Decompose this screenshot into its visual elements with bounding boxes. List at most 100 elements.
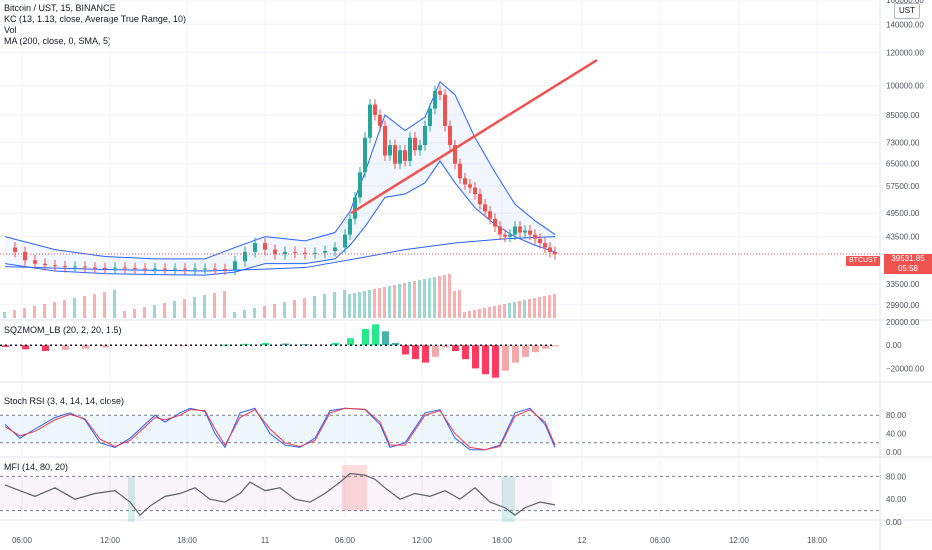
- candle: [443, 94, 447, 126]
- volume-bar: [133, 309, 136, 318]
- candle: [173, 268, 177, 270]
- volume-bar: [543, 296, 546, 318]
- volume-bar: [283, 302, 286, 318]
- volume-bar: [123, 311, 126, 318]
- time-tick-label: 12:00: [412, 536, 433, 545]
- time-tick-label: 06:00: [12, 536, 33, 545]
- sqzmom-bar: [452, 345, 459, 351]
- volume-bar: [3, 312, 6, 318]
- sqzmom-bar: [502, 345, 509, 371]
- sqzmom-bar: [2, 345, 9, 347]
- sqzmom-tick-label: 20000.00: [886, 318, 920, 327]
- sqzmom-bar: [22, 345, 29, 350]
- sqzmom-bar: [282, 343, 289, 346]
- price-tick-label: 100000.00: [886, 81, 924, 90]
- candle: [203, 268, 207, 270]
- volume-bar: [213, 293, 216, 318]
- sqzmom-bar: [347, 338, 354, 346]
- stoch-tick-label: 0.00: [886, 448, 902, 457]
- stoch-title: Stoch RSI (3, 4, 14, 14, close): [4, 396, 125, 406]
- candle: [478, 194, 482, 205]
- current-price-box: 39531.85 05:58: [884, 254, 932, 274]
- mfi-tick-label: 40.00: [886, 495, 907, 504]
- volume-bar: [548, 295, 551, 318]
- currency-button[interactable]: UST: [894, 3, 920, 19]
- price-tick-label: 160000.00: [886, 0, 924, 5]
- volume-bar: [143, 307, 146, 318]
- candle: [293, 251, 297, 253]
- mfi-line: [4, 472, 556, 517]
- sqzmom-bar: [492, 345, 499, 378]
- sqzmom-bar: [512, 345, 519, 363]
- candle: [508, 234, 512, 237]
- volume-bar: [33, 306, 36, 318]
- volume-bar: [323, 294, 326, 318]
- sqzmom-bar: [462, 345, 469, 360]
- candle: [528, 230, 532, 235]
- price-tick-label: 33500.00: [886, 280, 920, 289]
- vol-legend: Vol: [4, 25, 17, 35]
- volume-bar: [383, 287, 386, 318]
- candle: [423, 125, 427, 146]
- sqzmom-bar: [262, 342, 269, 346]
- volume-bar: [103, 292, 106, 318]
- volume-bar: [368, 290, 371, 318]
- stoch-tick-label: 40.00: [886, 430, 907, 439]
- candle: [363, 137, 367, 173]
- volume-bar: [193, 297, 196, 318]
- candle: [83, 266, 87, 268]
- kc-legend: KC (13, 1.13, close, Average True Range,…: [4, 14, 186, 24]
- volume-bar: [353, 293, 356, 318]
- candle: [143, 268, 147, 270]
- candle: [548, 247, 552, 252]
- mfi-tick-label: 80.00: [886, 472, 907, 481]
- ma-legend: MA (200, close, 0, SMA, 5): [4, 36, 112, 46]
- volume-bar: [363, 291, 366, 318]
- volume-bar: [233, 312, 236, 318]
- sqzmom-bar: [382, 331, 389, 346]
- candle: [323, 251, 327, 253]
- time-tick-label: 12:00: [100, 536, 121, 545]
- volume-bar: [508, 303, 511, 318]
- price-tick-label: 73000.00: [886, 139, 920, 148]
- candle: [368, 104, 372, 138]
- price-tick-label: 57500.00: [886, 182, 920, 191]
- sqzmom-bar: [332, 342, 339, 346]
- volume-bar: [43, 304, 46, 318]
- candle: [463, 178, 467, 185]
- stoch-d-line: [4, 407, 556, 451]
- candle: [473, 187, 477, 195]
- candle: [513, 226, 517, 235]
- volume-bar: [388, 286, 391, 318]
- price-tick-label: 140000.00: [886, 20, 924, 29]
- sqzmom-bar: [482, 345, 489, 375]
- candle: [408, 137, 412, 161]
- candle: [303, 252, 307, 254]
- candle: [373, 104, 377, 115]
- candle: [388, 145, 392, 156]
- volume-bar: [348, 294, 351, 318]
- current-price: 39531.85: [891, 254, 925, 263]
- volume-bar: [173, 301, 176, 318]
- candle: [518, 226, 522, 233]
- candle: [223, 269, 227, 271]
- sqzmom-histogram: [2, 324, 559, 378]
- volume-bar: [393, 285, 396, 318]
- candle: [348, 218, 352, 235]
- volume-bar: [403, 283, 406, 318]
- volume-bar: [358, 292, 361, 318]
- volume-bar: [263, 306, 266, 318]
- mfi-overbought-zone: [342, 465, 367, 511]
- candle: [453, 145, 457, 164]
- volume-bar: [73, 298, 76, 318]
- volume-bar: [273, 304, 276, 318]
- symbol-price-tag: BTCUST: [846, 256, 880, 266]
- volume-bar: [448, 274, 451, 318]
- candle: [23, 251, 27, 261]
- mfi-oversold-zone: [128, 476, 135, 522]
- mfi-title: MFI (14, 80, 20): [4, 462, 69, 472]
- trendline: [350, 58, 598, 215]
- volume-bar: [203, 295, 206, 318]
- time-tick-label: 11: [261, 536, 270, 545]
